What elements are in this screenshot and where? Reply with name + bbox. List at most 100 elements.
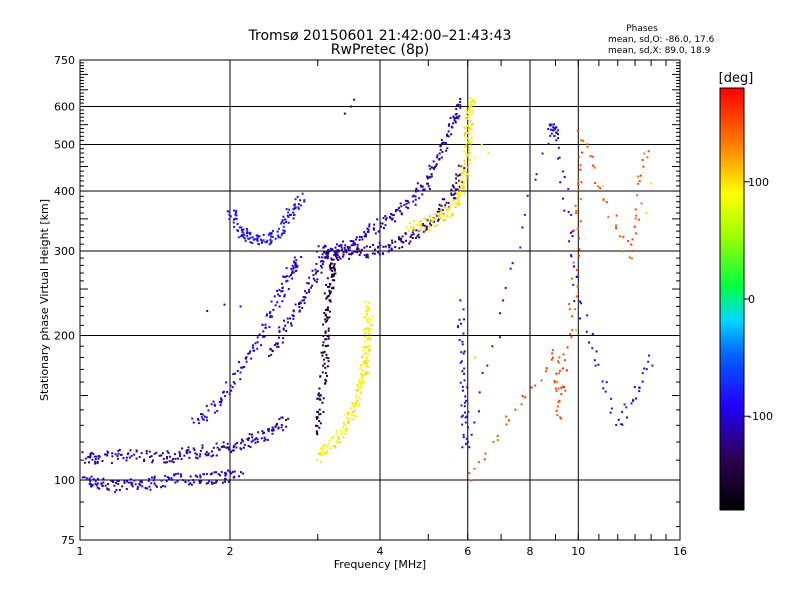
data-point [136,486,139,489]
data-point [269,239,272,242]
data-point [557,129,560,132]
data-point [359,367,362,370]
data-point [277,336,280,339]
data-point [462,433,465,436]
data-point [258,243,261,246]
data-point [218,448,221,451]
data-point [468,107,471,110]
data-point [456,188,459,191]
data-point [232,221,235,224]
data-point [335,441,338,444]
data-point [569,254,572,257]
data-point [226,469,229,472]
data-point [321,344,324,347]
data-point [367,306,370,309]
data-point [430,166,433,169]
data-point [578,300,581,303]
data-point [404,232,407,235]
data-point [332,275,335,278]
data-point [247,444,250,447]
data-point [355,248,358,251]
data-point [95,455,98,458]
data-point [316,278,319,281]
data-point [353,242,356,245]
data-point [462,352,465,355]
data-point [269,348,272,351]
data-point [114,453,117,456]
data-point [455,203,458,206]
data-point [553,379,556,382]
data-point [248,437,251,440]
data-point [617,418,620,421]
data-point [270,353,273,356]
data-point [171,478,174,481]
data-point [287,215,290,218]
data-point [447,130,450,133]
data-point [264,438,267,441]
data-point [342,426,345,429]
data-point [250,440,253,443]
data-point [368,225,371,228]
data-point [148,485,151,488]
data-point [487,152,490,155]
data-point [427,226,430,229]
data-point [271,350,274,353]
data-point [344,429,347,432]
data-point [135,450,138,453]
data-point [473,98,476,101]
data-point [363,231,366,234]
data-point [418,197,421,200]
data-point [235,214,238,217]
data-point [327,294,330,297]
data-point [459,104,462,107]
data-point [586,143,589,146]
data-point [317,397,320,400]
data-point [228,217,231,220]
data-point [575,209,578,212]
data-point [429,222,432,225]
data-point [396,208,399,211]
data-point [400,240,403,243]
data-point [331,273,334,276]
data-point [305,291,308,294]
data-point [321,354,324,357]
data-point [409,235,412,238]
data-point [207,409,210,412]
data-point [257,235,260,238]
data-point [115,488,118,491]
data-point [342,436,345,439]
data-point [202,473,205,476]
data-point [89,454,92,457]
data-point [322,351,325,354]
data-point [456,115,459,118]
data-point [448,123,451,126]
data-point [621,410,624,413]
data-point [361,377,364,380]
data-point [236,441,239,444]
data-point [247,237,250,240]
data-point [425,220,428,223]
data-point [371,315,374,318]
data-point [324,366,327,369]
data-point [360,382,363,385]
data-point [289,273,292,276]
data-point [325,255,328,258]
data-point [198,455,201,458]
data-point [174,472,177,475]
data-point [323,443,326,446]
data-point [289,213,292,216]
data-point [450,125,453,128]
data-point [292,271,295,274]
data-point [125,456,128,459]
data-point [367,360,370,363]
data-point [428,187,431,190]
data-point [324,382,327,385]
data-point [457,182,460,185]
data-point [88,461,91,464]
data-point [276,342,279,345]
data-point [330,287,333,290]
data-point [359,384,362,387]
data-point [402,241,405,244]
data-point [579,168,582,171]
data-point [504,286,507,289]
